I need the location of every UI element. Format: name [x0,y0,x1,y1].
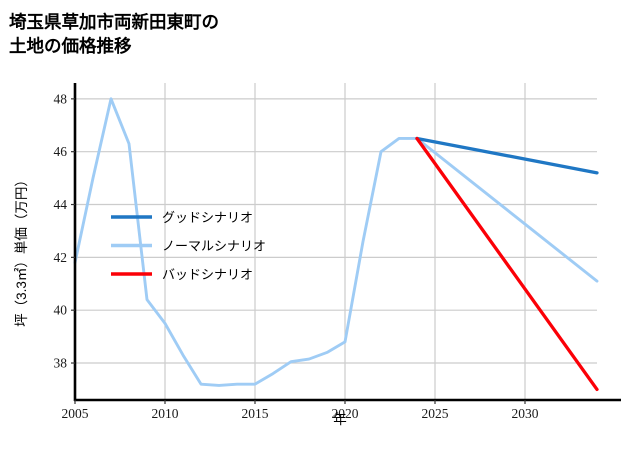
gridlines [74,83,597,400]
chart-title: 埼玉県草加市両新田東町の 土地の価格推移 [9,12,219,57]
x-tick-label: 2030 [512,406,539,421]
legend-label: ノーマルシナリオ [162,239,266,254]
y-tick-label: 44 [54,197,68,212]
y-tick-label: 40 [54,303,68,318]
x-tick-label: 2015 [242,406,269,421]
y-tick-label: 42 [54,250,68,265]
y-axis-title: 坪（3.3㎡）単価（万円） [14,173,29,327]
x-tick-label: 2010 [152,406,179,421]
axis-lines [71,83,621,404]
y-tick-label: 38 [54,356,68,371]
legend-label: バッドシナリオ [162,267,253,282]
series-line [415,136,599,175]
series-line [73,97,599,387]
series-line [415,136,599,392]
x-tick-label: 2025 [422,406,449,421]
y-tick-label: 46 [54,144,68,159]
x-tick-label: 2020 [332,406,359,421]
x-axis-tick-labels: 2005 2010 2015 2020 2025 2030 [62,406,539,421]
x-tick-label: 2005 [62,406,89,421]
data-series-layer [73,97,599,392]
y-tick-label: 48 [54,91,68,106]
x-axis-title: 年 [333,412,347,427]
y-axis-tick-labels: 38 40 42 44 46 48 [54,91,68,370]
legend-label: グッドシナリオ [162,210,253,225]
